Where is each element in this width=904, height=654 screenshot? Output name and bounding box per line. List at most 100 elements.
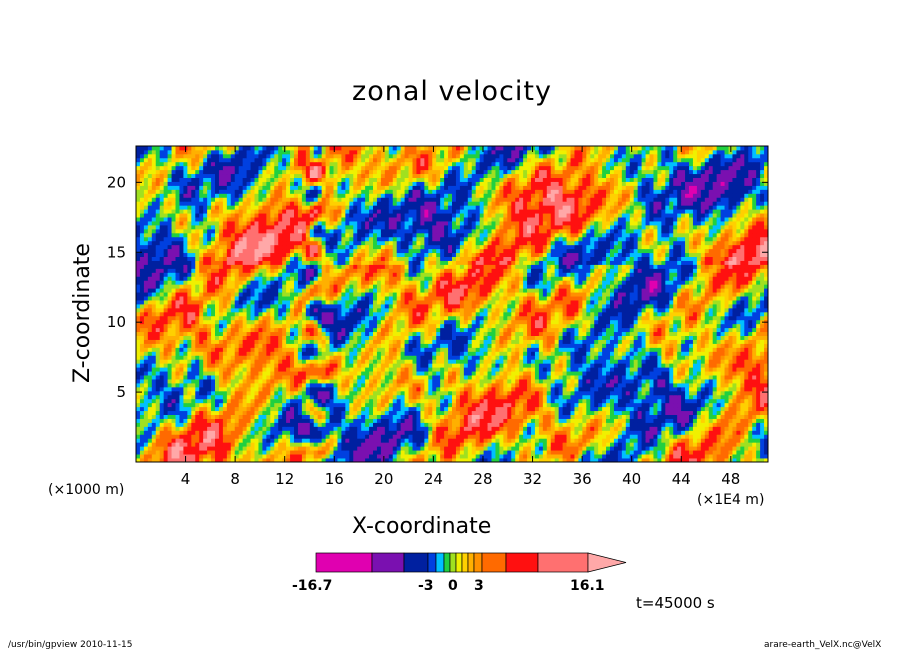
field-cell [294,355,299,360]
field-cell [341,386,346,392]
field-cell [305,446,311,451]
field-cell [230,402,236,408]
field-cell [685,430,690,435]
field-cell [278,430,283,435]
field-cell [171,335,176,340]
field-cell [262,430,267,435]
field-cell [649,355,654,360]
field-cell [617,442,623,447]
field-cell [712,394,718,400]
field-cell [748,386,753,392]
field-cell [278,363,283,368]
field-cell [511,450,516,455]
field-cell [562,438,567,443]
field-cell [139,379,145,384]
field-cell [290,426,295,431]
field-cell [136,406,141,412]
field-cell [436,422,441,427]
field-cell [183,398,188,404]
field-cell [199,390,204,396]
field-cell [748,422,753,427]
field-cell [582,450,587,455]
field-cell [254,410,259,415]
field-cell [380,458,386,462]
field-cell [499,442,504,447]
field-cell [250,343,255,348]
field-cell [708,426,714,431]
field-cell [218,430,224,435]
field-cell [376,367,382,372]
field-cell [274,434,279,439]
field-cell [677,379,682,384]
field-cell [218,383,224,388]
field-cell [748,390,753,396]
field-cell [199,398,204,404]
field-cell [621,363,627,368]
field-cell [519,426,524,431]
field-cell [203,450,208,455]
field-cell [629,414,635,419]
field-cell [384,442,390,447]
field-cell [625,371,631,376]
field-cell [440,359,445,364]
field-cell [143,351,149,356]
field-cell [590,394,595,400]
field-cell [147,351,153,356]
field-cell [250,410,255,415]
field-cell [669,422,674,427]
field-cell [499,355,504,360]
field-cell [578,355,583,360]
field-cell [744,379,749,384]
field-cell [641,402,646,408]
field-cell [432,414,437,419]
field-cell [463,402,469,408]
field-cell [716,343,721,348]
field-cell [365,351,370,356]
field-cell [740,406,745,412]
field-cell [163,355,168,360]
field-cell [222,422,228,427]
field-cell [341,450,346,455]
field-cell [704,426,710,431]
field-cell [487,390,492,396]
field-cell [689,398,694,404]
field-cell [234,442,240,447]
field-cell [463,386,469,392]
field-cell [736,367,741,372]
field-cell [507,418,512,423]
field-cell [629,430,635,435]
field-cell [681,383,686,388]
field-cell [665,367,670,372]
field-cell [159,418,165,423]
field-cell [187,402,192,408]
field-cell [728,406,733,412]
field-cell [290,410,295,415]
field-cell [681,442,686,447]
field-cell [345,426,350,431]
field-cell [744,454,749,459]
field-cell [136,359,141,364]
field-cell [392,426,398,431]
field-cell [736,355,741,360]
field-cell [215,347,220,352]
field-cell [211,434,216,439]
field-cell [491,351,496,356]
field-cell [732,386,737,392]
field-cell [764,347,768,352]
field-cell [329,363,334,368]
field-cell [507,426,512,431]
field-cell [179,410,184,415]
field-cell [696,379,702,384]
field-cell [515,347,520,352]
field-cell [689,446,694,451]
field-cell [297,367,303,372]
field-cell [685,422,690,427]
field-cell [266,375,271,380]
field-cell [625,394,631,400]
field-cell [147,454,153,459]
field-cell [301,398,307,404]
field-cell [270,351,275,356]
field-cell [637,426,642,431]
field-cell [151,339,157,344]
field-cell [428,339,433,344]
